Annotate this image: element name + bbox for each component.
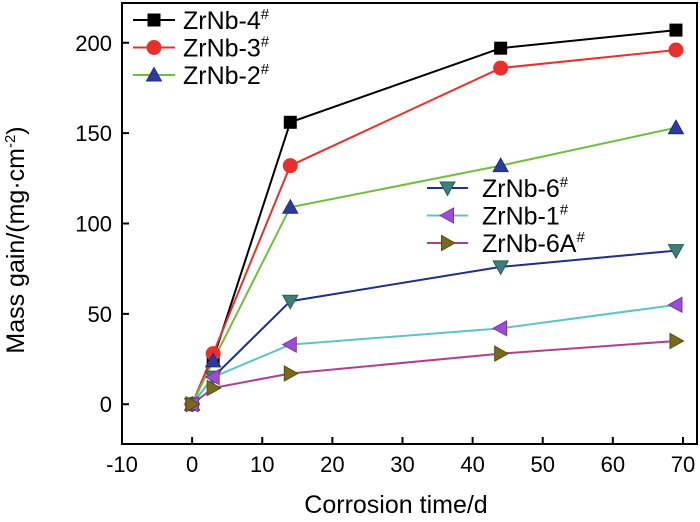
legend-label-name: ZrNb-4 xyxy=(183,7,261,35)
legend-marker-zrnb-6a xyxy=(441,234,457,252)
data-point-zrnb-2 xyxy=(492,157,510,173)
legend-label-zrnb-6: ZrNb-6# xyxy=(482,174,569,203)
series-line-zrnb-6 xyxy=(191,249,677,405)
data-point-zrnb-6a xyxy=(669,332,685,350)
x-tick-label: 40 xyxy=(460,452,484,477)
data-point-zrnb-4 xyxy=(669,23,683,37)
data-point-zrnb-1 xyxy=(667,296,683,314)
data-point-zrnb-4 xyxy=(494,41,508,55)
data-point-zrnb-3 xyxy=(493,60,509,76)
x-tick-label: 10 xyxy=(250,452,274,477)
y-axis-title: Mass gain/(mg·cm-2) xyxy=(2,126,30,353)
x-tick-label: 50 xyxy=(530,452,554,477)
data-point-zrnb-3 xyxy=(282,158,298,174)
legend-label-sup: # xyxy=(560,202,569,219)
series-line-zrnb-6a xyxy=(191,339,677,406)
data-point-zrnb-6 xyxy=(281,294,299,310)
x-tick-label: 20 xyxy=(320,452,344,477)
legend-marker-zrnb-1 xyxy=(438,207,454,224)
data-point-zrnb-6a xyxy=(185,395,201,413)
data-point-zrnb-2 xyxy=(204,352,222,368)
legend-label-zrnb-2: ZrNb-2# xyxy=(183,61,270,90)
series-line-zrnb-2 xyxy=(191,126,677,405)
legend-label-zrnb-4: ZrNb-4# xyxy=(183,6,270,35)
y-tick-label: 150 xyxy=(75,121,112,146)
series-line-zrnb-3 xyxy=(191,48,677,405)
data-point-zrnb-6a xyxy=(283,365,299,382)
legend-label-zrnb-3: ZrNb-3# xyxy=(183,34,270,63)
data-point-zrnb-1 xyxy=(281,336,297,353)
data-point-zrnb-6a xyxy=(494,345,510,362)
x-tick-label: -10 xyxy=(106,452,138,477)
y-tick-label: 50 xyxy=(88,302,112,327)
series-line-zrnb-1 xyxy=(191,303,677,405)
series-line-zrnb-4 xyxy=(191,29,677,405)
legend-label-zrnb-6a: ZrNb-6A# xyxy=(482,229,585,258)
legend-label-sup: # xyxy=(261,34,270,51)
x-tick-label: 30 xyxy=(390,452,414,477)
data-point-zrnb-6 xyxy=(492,260,510,276)
legend-label-name: ZrNb-2 xyxy=(183,62,261,90)
legend-label-name: ZrNb-6A xyxy=(482,230,577,258)
data-point-zrnb-3 xyxy=(668,42,684,58)
legend-marker-zrnb-6 xyxy=(439,181,456,197)
x-axis-title: Corrosion time/d xyxy=(304,491,487,519)
legend-label-sup: # xyxy=(261,6,270,23)
x-tick-label: 70 xyxy=(671,452,695,477)
legend-marker-zrnb-2 xyxy=(145,66,163,82)
legend-label-name: ZrNb-3 xyxy=(183,35,261,63)
y-tick-label: 100 xyxy=(75,212,112,237)
legend-label-sup: # xyxy=(560,174,569,191)
y-axis-title-sup: -2 xyxy=(2,135,19,148)
data-point-zrnb-4 xyxy=(283,115,297,129)
data-point-zrnb-2 xyxy=(667,119,685,135)
data-point-zrnb-6 xyxy=(667,244,685,260)
legend-label-name: ZrNb-6 xyxy=(482,175,560,203)
y-tick-label: 200 xyxy=(75,31,112,56)
x-tick-label: 0 xyxy=(186,452,198,477)
legend-marker-zrnb-4 xyxy=(147,13,161,27)
legend-label-zrnb-1: ZrNb-1# xyxy=(482,202,569,231)
data-point-zrnb-2 xyxy=(281,198,299,214)
legend-label-sup: # xyxy=(261,61,270,78)
x-tick-label: 60 xyxy=(601,452,625,477)
legend-label-sup: # xyxy=(576,229,585,246)
data-point-zrnb-1 xyxy=(492,319,508,337)
y-axis-title-main: Mass gain/(mg·cm xyxy=(2,148,30,354)
data-point-zrnb-1 xyxy=(204,368,220,386)
y-tick-label: 0 xyxy=(100,392,112,417)
y-axis-title-tail: ) xyxy=(2,126,30,134)
data-point-zrnb-6a xyxy=(206,379,222,397)
legend-marker-zrnb-3 xyxy=(146,40,162,55)
legend-label-name: ZrNb-1 xyxy=(482,203,560,231)
